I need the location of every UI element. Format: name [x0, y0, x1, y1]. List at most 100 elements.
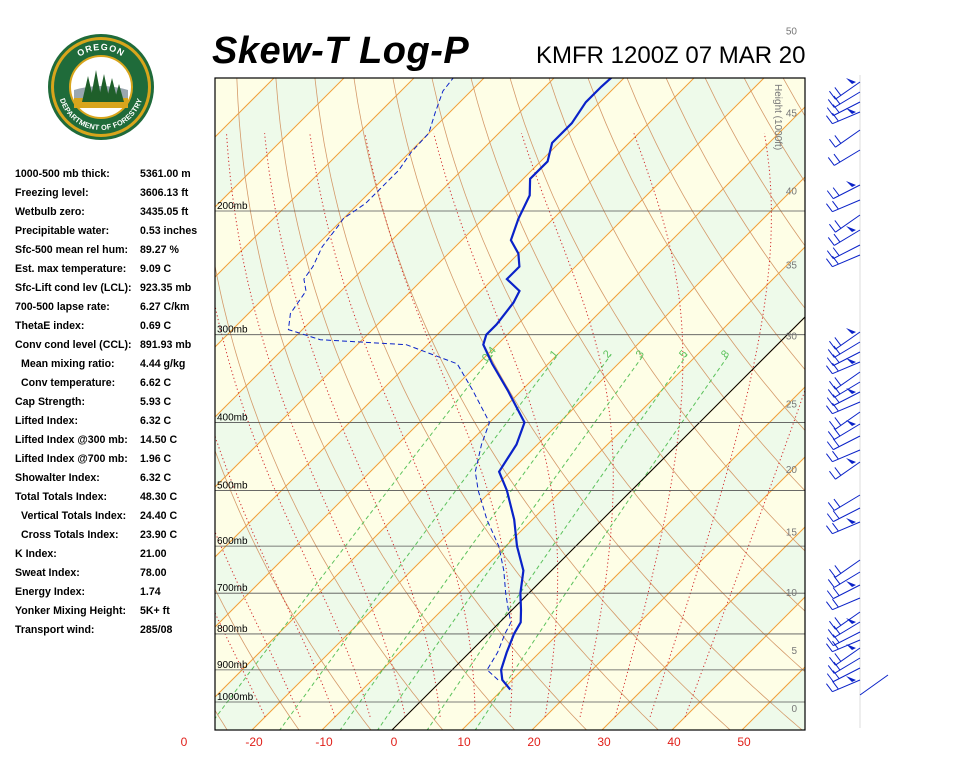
index-label: Sfc-500 mean rel hum:: [15, 244, 129, 256]
index-value: 9.09 C: [140, 263, 172, 275]
isotherm-line: [215, 78, 415, 278]
height-tick-label: 5: [791, 646, 797, 657]
index-label: Mean mixing ratio:: [21, 358, 115, 370]
temperature-band: [0, 78, 64, 730]
wind-barb: [826, 631, 861, 647]
wind-barb: [826, 667, 861, 683]
isotherm-line: [321, 246, 805, 730]
mixing-ratio-line: [339, 354, 612, 730]
isotherm-line: [952, 78, 960, 730]
dry-adiabat: [626, 78, 805, 371]
wind-barb: [826, 435, 861, 451]
index-label: Cap Strength:: [15, 396, 86, 408]
index-value: 48.30 C: [140, 491, 178, 503]
isobar-label: 900mb: [217, 660, 248, 671]
mixing-ratio-line: [279, 354, 559, 730]
index-value: 1.74: [140, 586, 161, 598]
index-label: Lifted Index:: [15, 415, 78, 427]
wind-barb: [825, 199, 861, 213]
index-label: Energy Index:: [15, 586, 86, 598]
index-label: Precipitable water:: [15, 225, 110, 237]
mixing-ratio-line: [474, 354, 730, 730]
isotherm-line: [461, 386, 805, 730]
index-label: Showalter Index:: [15, 472, 100, 484]
temperature-band: [0, 78, 204, 730]
index-value: 0.69 C: [140, 320, 172, 332]
index-value: 6.62 C: [140, 377, 172, 389]
index-label: Transport wind:: [15, 624, 95, 636]
wind-barb: [826, 181, 861, 200]
isotherm-line: [215, 78, 555, 418]
index-value: 24.40 C: [140, 510, 178, 522]
wind-barb: [826, 244, 861, 260]
height-tick-label: 15: [786, 527, 798, 538]
x-tick-label: 10: [457, 735, 471, 749]
wind-barb: [827, 91, 861, 108]
isotherm-line: [812, 78, 960, 730]
dry-adiabat: [817, 0, 960, 731]
isotherm-line: [0, 78, 204, 730]
dry-adiabat: [926, 0, 960, 731]
x-tick-label: 40: [667, 735, 681, 749]
index-label: 700-500 lapse rate:: [15, 301, 110, 313]
mixing-ratio-line: [426, 354, 688, 730]
index-label: Sfc-Lift cond lev (LCL):: [15, 282, 132, 294]
x-tick-label: 20: [527, 735, 541, 749]
index-value: 923.35 mb: [140, 282, 192, 294]
index-value: 0.53 inches: [140, 225, 198, 237]
wind-barb: [827, 618, 861, 638]
dry-adiabat: [548, 78, 805, 492]
wind-barb: [827, 341, 861, 358]
temperature-band: [812, 78, 960, 730]
index-value: 6.27 C/km: [140, 301, 190, 313]
index-value: 6.32 C: [140, 415, 172, 427]
index-value: 3435.05 ft: [140, 206, 189, 218]
index-label: Lifted Index @700 mb:: [15, 453, 128, 465]
wind-barb: [827, 494, 861, 511]
index-label: Vertical Totals Index:: [21, 510, 127, 522]
station-time-label: KMFR 1200Z 07 MAR 20: [536, 42, 806, 69]
temperature-band: [215, 78, 805, 697]
index-value: 21.00: [140, 548, 167, 560]
wind-barb: [827, 226, 861, 246]
index-label: ThetaE index:: [15, 320, 85, 332]
wind-barb: [825, 518, 861, 535]
isotherm-line: [215, 78, 345, 208]
wind-barb: [827, 381, 861, 398]
isobar-label: 700mb: [217, 583, 248, 594]
moist-adiabat: [521, 133, 614, 717]
wind-barb: [829, 371, 861, 390]
dry-adiabat: [890, 0, 960, 731]
index-label: Conv temperature:: [21, 377, 116, 389]
wind-barb: [825, 358, 861, 375]
wind-barb: [825, 401, 861, 415]
wind-barb: [826, 581, 861, 600]
isotherm-line: [882, 78, 960, 730]
isotherm-line: [251, 176, 805, 730]
isotherm-line: [215, 78, 765, 628]
wind-barb: [825, 449, 861, 463]
chart-title: Skew-T Log-P: [212, 30, 470, 72]
isotherm-line: [215, 78, 695, 558]
wind-barb: [825, 254, 861, 268]
dewpoint-profile: [287, 78, 512, 681]
isotherm-line: [671, 596, 805, 730]
height-tick-label: 20: [786, 465, 798, 476]
x-tick-label: 0: [391, 735, 398, 749]
height-tick-label: 25: [786, 400, 798, 411]
index-label: Conv cond level (CCL):: [15, 339, 132, 351]
wind-barb: [829, 458, 861, 480]
index-label: K Index:: [15, 548, 57, 560]
wind-barb: [826, 351, 861, 367]
wind-barb: [826, 101, 861, 117]
isotherm-line: [215, 106, 805, 698]
height-tick-label: 10: [786, 588, 798, 599]
index-label: Cross Totals Index:: [21, 529, 119, 541]
wind-barb: [829, 129, 861, 148]
height-tick-label: 0: [791, 704, 797, 715]
plot-frame: [214, 77, 806, 731]
index-label: Sweat Index:: [15, 567, 80, 579]
wind-barb: [829, 611, 861, 630]
x-tick-label: 30: [597, 735, 611, 749]
